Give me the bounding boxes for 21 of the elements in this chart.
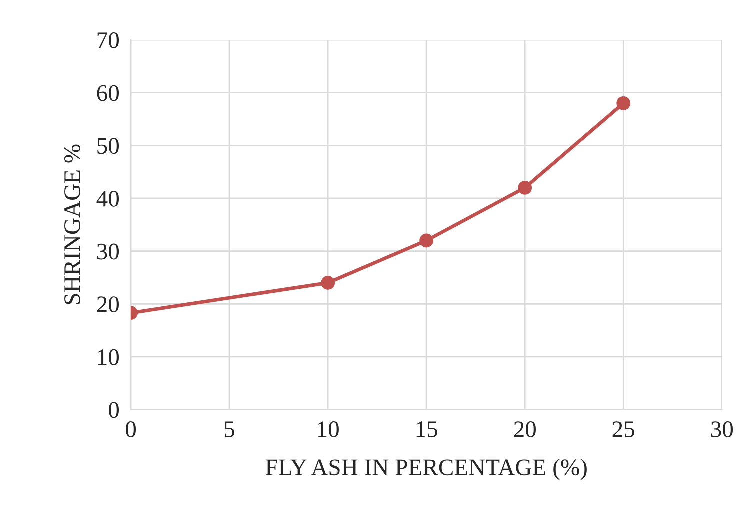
x-tick-label: 5 [225, 422, 235, 438]
y-tick-label: 0 [109, 402, 120, 418]
y-tick-label: 20 [97, 296, 120, 313]
y-tick-label: 30 [97, 244, 120, 260]
y-tick-label: 70 [98, 32, 120, 48]
point [420, 234, 434, 248]
x-axis-title: FLY ASH IN PERCENTAGE (%) [266, 458, 587, 480]
x-tick-label: 15 [416, 422, 438, 438]
y-tick-label: 50 [98, 138, 120, 154]
x-tick-label: 20 [514, 422, 536, 438]
x-tick-label: 10 [318, 422, 339, 438]
y-tick-label: 60 [97, 85, 120, 102]
point [321, 276, 335, 290]
x-tick-label: 30 [711, 422, 734, 438]
y-axis-title: SHRINGAGE % [64, 144, 80, 304]
x-tick-label: 25 [612, 422, 634, 438]
x-tick-label: 0 [126, 422, 136, 438]
point [616, 96, 631, 110]
point [518, 180, 532, 195]
y-tick-label: 10 [98, 349, 120, 366]
y-tick-label: 40 [96, 190, 120, 207]
